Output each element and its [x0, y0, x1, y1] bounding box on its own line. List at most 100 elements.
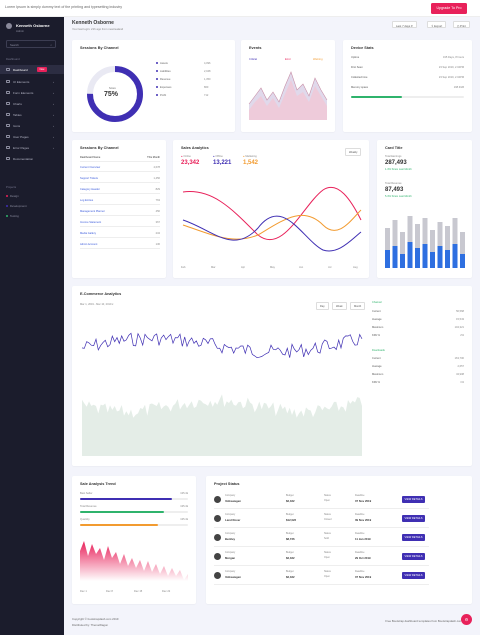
stat-value: 23 Sep 2019, 2.04PM — [438, 66, 464, 69]
row-link[interactable]: Support Tickets — [80, 177, 98, 180]
side-label: Average — [372, 318, 382, 321]
row-link[interactable]: Media Gallery — [80, 232, 97, 235]
side-value: 1% — [460, 381, 464, 384]
search-input[interactable]: Search ⌕ — [6, 40, 56, 48]
project-label-development[interactable]: Development — [6, 204, 26, 208]
page-subtitle: Your last login: 21h ago from newzealand — [72, 27, 124, 31]
side-label: Current — [372, 357, 381, 360]
week-button[interactable]: Week — [332, 302, 347, 310]
column-caption: Budget — [286, 494, 294, 497]
sidebar-item-form-elements[interactable]: Form Elements › — [0, 88, 64, 97]
upgrade-button[interactable]: Upgrade To Pro — [431, 3, 467, 14]
bar-background — [430, 230, 435, 268]
x-tick: Dec 8 — [106, 590, 113, 593]
x-tick: Aug — [353, 266, 358, 269]
chevron-right-icon: › — [53, 79, 54, 84]
dot-icon — [6, 205, 8, 208]
donut-fill — [87, 66, 143, 122]
view-details-button[interactable]: VIEW DETAILS — [402, 534, 425, 541]
chevron-right-icon: › — [53, 145, 54, 150]
column-header: Dashboard Name — [80, 156, 101, 159]
revenue-value: 87,493 — [385, 187, 404, 193]
column-caption: Status — [324, 570, 331, 573]
sidebar-item-label: Icons — [13, 124, 21, 128]
sidebar-item-error-pages[interactable]: Error Pages › — [0, 143, 64, 152]
side-value: 56,568 — [456, 310, 464, 313]
settings-fab[interactable]: ⚙ — [461, 614, 472, 625]
table-row: Company Volkswagen Budget $2,322 Status Open D… — [214, 567, 429, 585]
legend-item: Revenue 1,350 — [156, 78, 211, 81]
stat-marketing-label: ● Marketing — [243, 155, 257, 158]
sidebar-item-user-pages[interactable]: User Pages › — [0, 132, 64, 141]
device-stats-card: Device Stats Uptime 195 Days, 8 hours Fi… — [343, 40, 472, 132]
promo-banner: Lorem Ipsum is simply dummy text of the … — [0, 0, 480, 17]
donut-center-label: Score — [109, 87, 116, 90]
legend-label: Liabilities — [160, 70, 171, 73]
project-label-testing[interactable]: Testing — [6, 214, 19, 218]
column-caption: Budget — [286, 551, 294, 554]
donut-chart — [87, 66, 143, 122]
row-link[interactable]: Admin Account — [80, 243, 98, 246]
memory-progress — [351, 96, 464, 98]
table-row: Company Morgan Budget $2,322 Status Open Deadl… — [214, 548, 429, 566]
bar-foreground — [452, 244, 458, 268]
view-details-button[interactable]: VIEW DETAILS — [402, 553, 425, 560]
bar-background — [392, 220, 398, 268]
date-range-button[interactable]: Last 7 days ▾ — [392, 21, 417, 28]
legend-label: Expenses — [160, 86, 172, 89]
sidebar-item-charts[interactable]: Charts › — [0, 99, 64, 108]
print-button[interactable]: ⎙ Print — [453, 21, 470, 28]
sidebar-item-dashboard[interactable]: Dashboard New — [0, 65, 64, 74]
side-value: 104,321 — [454, 326, 464, 329]
sidebar-item-ui-elements[interactable]: UI Elements › — [0, 77, 64, 86]
view-details-button[interactable]: VIEW DETAILS — [402, 496, 425, 503]
export-label: Export — [434, 24, 443, 28]
legend-error: Error — [285, 58, 291, 61]
sidebar-item-label: Error Pages — [13, 146, 30, 150]
budget-value: $12,022 — [286, 518, 297, 522]
month-button[interactable]: Month — [350, 302, 366, 310]
search-placeholder: Search — [10, 43, 19, 47]
ecommerce-line-chart — [81, 332, 363, 456]
table-row: Income Statement 367 — [80, 219, 160, 227]
row-value: 829 — [155, 188, 160, 191]
sidebar-item-label: Form Elements — [13, 91, 34, 95]
stat-value: 195 Days, 8 hours — [442, 56, 464, 59]
sidebar-item-icons[interactable]: Icons › — [0, 121, 64, 130]
table-row: Management Planner 450 — [80, 208, 160, 216]
table-header: Dashboard Name This Month — [80, 154, 160, 162]
stat-marketing-value: 1,542 — [243, 160, 259, 166]
events-card: Events Critical Error Warning — [241, 40, 335, 132]
row-link[interactable]: Income Statement — [80, 221, 102, 224]
side-label: Average — [372, 365, 382, 368]
export-button[interactable]: ⇪ Export — [427, 21, 447, 28]
company-avatar — [214, 534, 221, 541]
side-label: KPA % — [372, 381, 380, 384]
weekly-button[interactable]: Weekly — [345, 148, 362, 156]
row-value: 234 — [155, 232, 160, 235]
row-link[interactable]: Category Header — [80, 188, 100, 191]
row-value: 763 — [155, 199, 160, 202]
day-button[interactable]: Day — [316, 302, 329, 310]
card-title: Sessions By Channel — [80, 46, 119, 50]
stat-label: Marketing — [245, 155, 257, 158]
stat-label: Collected time — [351, 76, 368, 79]
date-range-dropdown[interactable]: Mar 1, 2019 - Mar 10, 2019 ▾ — [80, 303, 114, 306]
chevron-right-icon: › — [53, 101, 54, 106]
card-title: Sale Analysis Trend — [80, 482, 116, 486]
sidebar-item-tables[interactable]: Tables › — [0, 110, 64, 119]
budget-value: $8,726 — [286, 537, 295, 541]
earnings-card: Card Title Total Earnings 287,493 1.4% S… — [377, 140, 472, 278]
view-details-button[interactable]: VIEW DETAILS — [402, 572, 425, 579]
row-link[interactable]: Current Overview — [80, 166, 101, 169]
sidebar-item-documentation[interactable]: Documentation — [0, 154, 64, 163]
row-link[interactable]: Log Entries — [80, 199, 94, 202]
legend-swatch — [156, 70, 158, 73]
stat-online-value: 23,342 — [181, 160, 200, 166]
view-details-button[interactable]: VIEW DETAILS — [402, 515, 425, 522]
project-label-design[interactable]: Design — [6, 194, 19, 198]
company-avatar — [214, 515, 221, 522]
row-link[interactable]: Management Planner — [80, 210, 105, 213]
side-label: Current — [372, 310, 381, 313]
form-icon — [6, 90, 10, 94]
